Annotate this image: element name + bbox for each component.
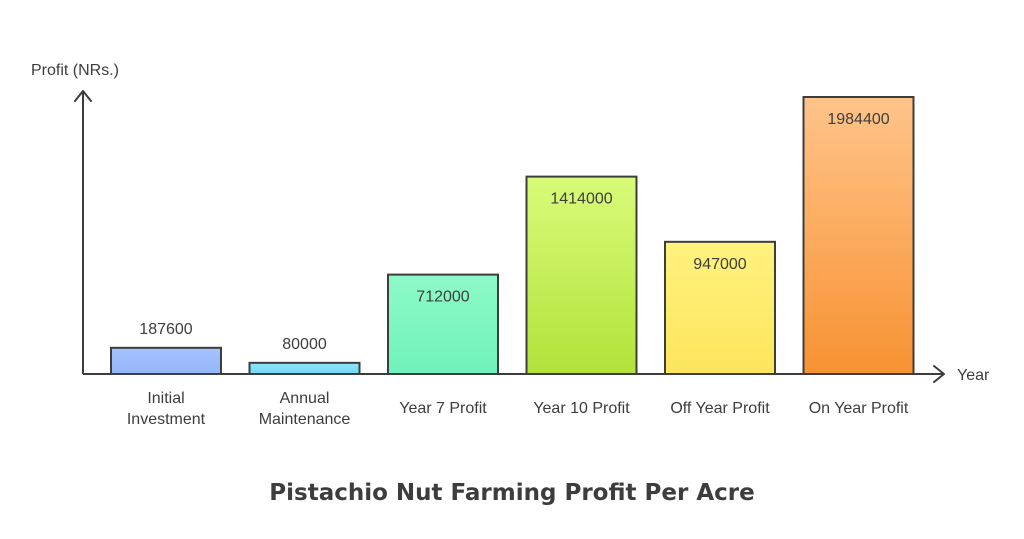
bar-0	[110, 346, 222, 375]
bar-3	[525, 175, 638, 375]
bar-4	[664, 240, 776, 375]
y-axis-arrow-icon	[74, 90, 92, 102]
bar-value-label: 80000	[282, 336, 327, 353]
category-label-line: Maintenance	[259, 411, 351, 428]
category-label: Off Year Profit	[670, 400, 770, 417]
category-label: Initial Investment	[127, 390, 206, 428]
category-label: On Year Profit	[809, 400, 909, 417]
bar-value-label: 712000	[416, 289, 469, 306]
bar-value-label: 187600	[139, 321, 192, 338]
x-axis-label: Year	[957, 367, 990, 384]
category-label-line: Initial	[147, 390, 184, 407]
bar-value-label: 947000	[693, 256, 746, 273]
bar-1	[248, 361, 361, 375]
bar-5	[802, 96, 915, 375]
category-label: Year 7 Profit	[399, 400, 487, 417]
category-label: Year 10 Profit	[533, 400, 630, 417]
chart-title: Pistachio Nut Farming Profit Per Acre	[269, 480, 754, 506]
x-axis-arrow-icon	[933, 365, 945, 383]
y-axis-label: Profit (NRs.)	[31, 62, 119, 79]
bar-2	[387, 273, 499, 376]
category-label: Annual Maintenance	[259, 390, 351, 428]
category-label-line: Annual	[280, 390, 330, 407]
bar-value-label: 1984400	[827, 111, 889, 128]
bar-value-label: 1414000	[550, 191, 612, 208]
category-label-line: Investment	[127, 411, 206, 428]
